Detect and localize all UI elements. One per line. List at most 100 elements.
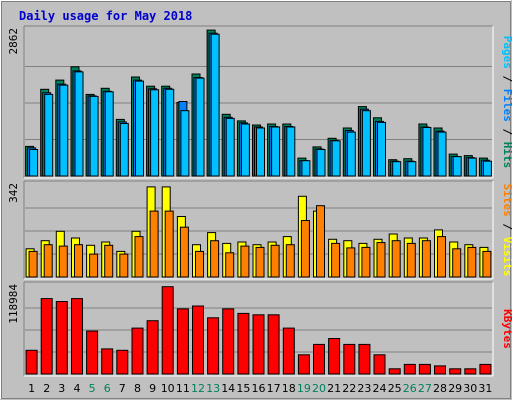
y-max-label: 2862: [7, 28, 20, 55]
day-label-16: 16: [252, 382, 266, 395]
bar-sites-day-26: [406, 242, 416, 278]
bar-sites-day-27: [421, 240, 431, 278]
day-label-26: 26: [403, 382, 417, 395]
bar-pages-day-15: [240, 123, 250, 177]
bar-sites-day-14: [225, 252, 235, 278]
bar-sites-day-22: [346, 247, 356, 278]
bar-kbytes-day-3: [55, 301, 68, 375]
bar-pages-day-17: [271, 126, 281, 177]
bar-kbytes-day-30: [464, 368, 477, 375]
day-label-9: 9: [149, 382, 156, 395]
bar-kbytes-day-31: [479, 363, 492, 375]
bar-kbytes-day-14: [222, 308, 235, 375]
bar-sites-day-18: [285, 244, 295, 278]
bar-kbytes-day-11: [176, 308, 189, 375]
bar-kbytes-day-16: [252, 314, 265, 375]
y-max-label: 342: [7, 183, 20, 203]
day-label-14: 14: [221, 382, 235, 395]
day-label-24: 24: [373, 382, 387, 395]
bar-kbytes-day-6: [101, 348, 114, 375]
day-label-12: 12: [191, 382, 205, 395]
day-label-27: 27: [418, 382, 432, 395]
bar-pages-day-14: [225, 117, 235, 177]
bar-pages-day-24: [377, 121, 386, 177]
day-label-20: 20: [312, 382, 326, 395]
day-label-17: 17: [267, 382, 281, 395]
bar-kbytes-day-2: [40, 298, 53, 375]
bar-sites-day-13: [210, 240, 220, 278]
bar-kbytes-day-7: [116, 349, 129, 375]
bar-kbytes-day-29: [449, 368, 462, 375]
bar-sites-day-11: [179, 226, 189, 278]
day-label-5: 5: [89, 382, 96, 395]
day-label-15: 15: [236, 382, 250, 395]
chart-title: Daily usage for May 2018: [19, 9, 192, 23]
bar-pages-day-12: [195, 77, 205, 177]
panel-kbytes: 118984 KBytes: [7, 281, 512, 377]
bar-kbytes-day-23: [358, 343, 371, 375]
bar-kbytes-day-20: [313, 343, 325, 375]
bar-pages-day-26: [407, 161, 417, 177]
bar-sites-day-4: [74, 244, 83, 278]
bar-pages-day-16: [256, 127, 265, 177]
bar-pages-day-7: [119, 123, 129, 177]
bar-pages-day-13: [210, 33, 220, 177]
bar-kbytes-day-19: [297, 354, 310, 375]
panel-visits-sites: 342 Sites / Visits: [7, 180, 512, 280]
bar-sites-day-16: [255, 246, 265, 278]
day-label-1: 1: [28, 382, 35, 395]
day-label-8: 8: [134, 382, 141, 395]
bar-sites-day-1: [28, 250, 38, 278]
bar-kbytes-day-21: [328, 338, 341, 375]
day-label-6: 6: [104, 382, 111, 395]
day-label-29: 29: [448, 382, 462, 395]
series-pages: [29, 33, 492, 177]
day-label-28: 28: [433, 382, 447, 395]
bar-sites-day-30: [467, 246, 477, 278]
bar-sites-day-24: [376, 242, 386, 278]
bar-pages-day-28: [437, 131, 447, 177]
bar-sites-day-23: [361, 246, 371, 278]
y-max-label: 118984: [7, 284, 20, 324]
bar-sites-day-10: [164, 210, 174, 278]
bar-sites-day-17: [270, 244, 280, 278]
bar-sites-day-6: [104, 244, 114, 278]
bar-pages-day-29: [452, 156, 462, 177]
bar-sites-day-29: [452, 248, 462, 278]
bar-pages-day-2: [44, 93, 54, 177]
bar-pages-day-27: [422, 127, 432, 177]
bar-kbytes-day-4: [71, 298, 83, 375]
bar-pages-day-8: [135, 80, 144, 177]
bar-sites-day-31: [482, 250, 492, 278]
day-label-23: 23: [357, 382, 371, 395]
bar-kbytes-day-22: [343, 343, 356, 375]
bar-pages-day-11: [180, 110, 190, 177]
day-label-11: 11: [176, 382, 190, 395]
bar-sites-day-3: [58, 245, 68, 278]
bar-pages-day-22: [346, 131, 356, 177]
bar-kbytes-day-1: [25, 349, 38, 375]
bar-pages-day-6: [104, 91, 114, 177]
bar-kbytes-day-26: [403, 363, 416, 375]
day-label-25: 25: [388, 382, 402, 395]
bar-pages-day-10: [165, 88, 175, 177]
bar-sites-day-20: [316, 205, 325, 278]
day-label-19: 19: [297, 382, 311, 395]
bar-sites-day-12: [195, 250, 204, 278]
series-legend-label: Sites / Visits: [501, 184, 512, 277]
bar-kbytes-day-25: [388, 368, 401, 375]
bar-sites-day-25: [391, 240, 401, 278]
bar-sites-day-21: [331, 242, 341, 278]
bar-kbytes-day-15: [237, 312, 250, 375]
bar-sites-day-28: [437, 236, 446, 278]
day-label-18: 18: [282, 382, 296, 395]
bar-kbytes-day-9: [146, 320, 159, 375]
bar-pages-day-18: [286, 126, 296, 177]
bar-pages-day-3: [59, 84, 69, 177]
bar-kbytes-day-27: [418, 363, 431, 375]
day-label-7: 7: [119, 382, 126, 395]
bar-kbytes-day-8: [131, 327, 144, 375]
